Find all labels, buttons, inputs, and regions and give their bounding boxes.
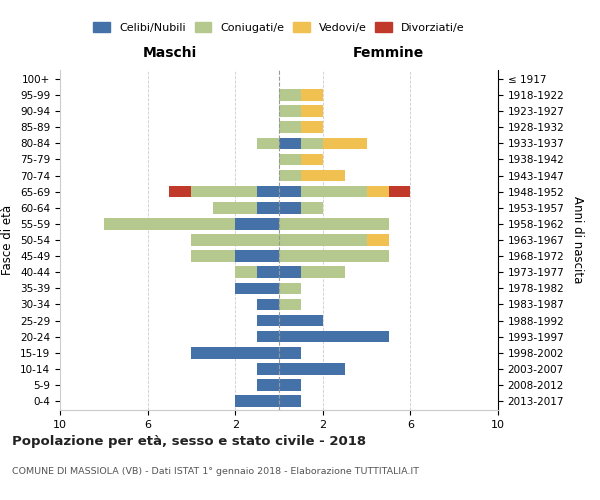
Bar [301, 89, 323, 101]
Bar [367, 186, 389, 198]
Bar [257, 298, 279, 310]
Bar [235, 266, 257, 278]
Bar [257, 315, 279, 326]
Bar [301, 154, 323, 165]
Bar [279, 282, 301, 294]
Bar [279, 186, 301, 198]
Bar [257, 379, 279, 391]
Bar [191, 250, 235, 262]
Y-axis label: Fasce di età: Fasce di età [1, 205, 14, 275]
Bar [279, 234, 367, 246]
Bar [279, 170, 301, 181]
Bar [279, 298, 301, 310]
Bar [279, 138, 301, 149]
Bar [279, 122, 301, 133]
Bar [191, 186, 257, 198]
Bar [279, 202, 301, 213]
Bar [257, 186, 279, 198]
Bar [257, 266, 279, 278]
Bar [279, 89, 301, 101]
Bar [279, 266, 301, 278]
Bar [279, 218, 389, 230]
Bar [323, 138, 367, 149]
Bar [257, 331, 279, 342]
Bar [235, 250, 279, 262]
Bar [279, 154, 301, 165]
Bar [257, 202, 279, 213]
Bar [279, 250, 389, 262]
Bar [301, 138, 323, 149]
Bar [235, 282, 279, 294]
Bar [257, 363, 279, 374]
Bar [367, 234, 389, 246]
Bar [104, 218, 235, 230]
Text: Femmine: Femmine [353, 46, 424, 60]
Bar [214, 202, 257, 213]
Bar [257, 138, 279, 149]
Bar [279, 106, 301, 117]
Text: Popolazione per età, sesso e stato civile - 2018: Popolazione per età, sesso e stato civil… [12, 435, 366, 448]
Bar [191, 347, 279, 358]
Bar [301, 106, 323, 117]
Bar [301, 202, 323, 213]
Bar [169, 186, 191, 198]
Bar [279, 347, 301, 358]
Bar [279, 379, 301, 391]
Bar [235, 218, 279, 230]
Bar [301, 170, 344, 181]
Bar [301, 186, 367, 198]
Bar [301, 266, 344, 278]
Bar [191, 234, 279, 246]
Y-axis label: Anni di nascita: Anni di nascita [571, 196, 584, 284]
Bar [279, 396, 301, 407]
Legend: Celibi/Nubili, Coniugati/e, Vedovi/e, Divorziati/e: Celibi/Nubili, Coniugati/e, Vedovi/e, Di… [89, 18, 469, 38]
Bar [301, 122, 323, 133]
Text: Maschi: Maschi [142, 46, 197, 60]
Bar [279, 331, 389, 342]
Bar [279, 315, 323, 326]
Text: COMUNE DI MASSIOLA (VB) - Dati ISTAT 1° gennaio 2018 - Elaborazione TUTTITALIA.I: COMUNE DI MASSIOLA (VB) - Dati ISTAT 1° … [12, 468, 419, 476]
Bar [235, 396, 279, 407]
Bar [389, 186, 410, 198]
Bar [279, 363, 345, 374]
